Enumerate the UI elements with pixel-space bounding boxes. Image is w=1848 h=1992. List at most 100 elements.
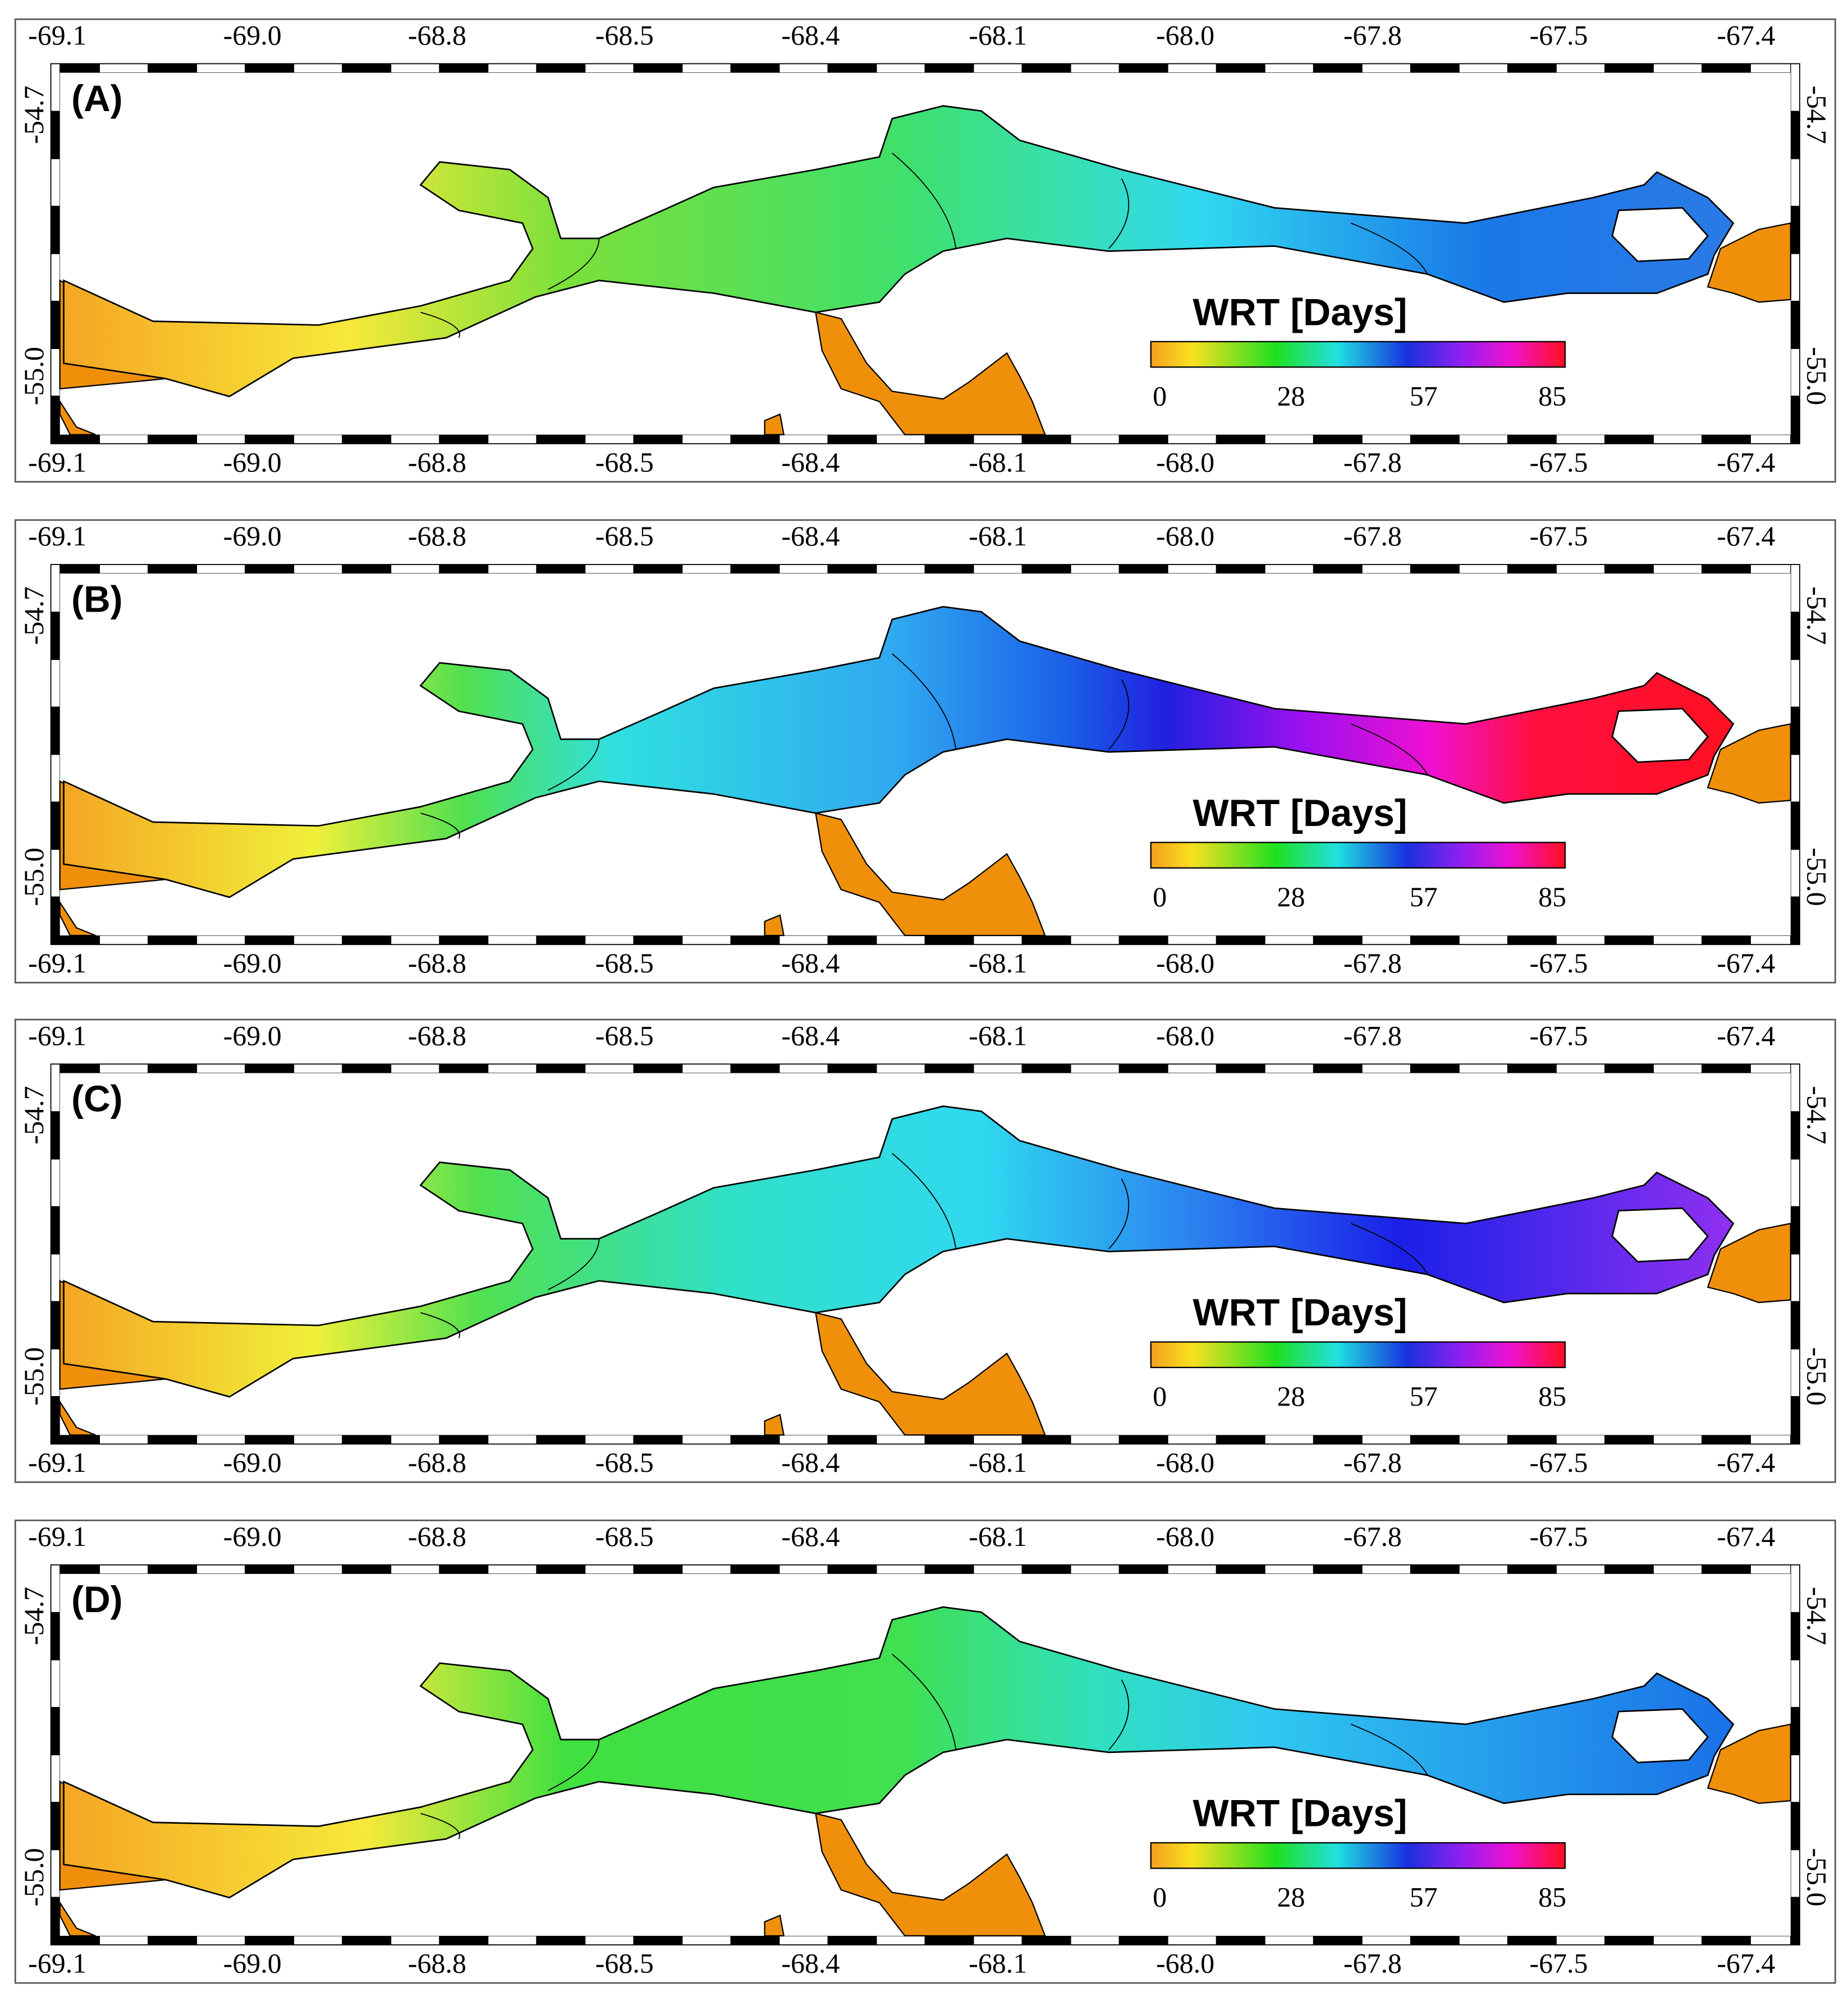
- x-tick-label: -69.1: [28, 947, 86, 979]
- frame-band: [536, 1564, 586, 1575]
- x-tick-label: -68.0: [1156, 520, 1214, 552]
- frame-band: [536, 1063, 586, 1074]
- frame-band: [1702, 1564, 1751, 1575]
- frame-band: [439, 63, 489, 74]
- x-tick-label: -69.0: [223, 947, 282, 979]
- frame-band: [390, 434, 440, 444]
- frame-band: [730, 63, 780, 74]
- frame-band: [1313, 564, 1363, 574]
- frame-band: [1702, 935, 1751, 945]
- colorbar-tick-label: 85: [1538, 881, 1566, 912]
- x-tick-label: -67.4: [1717, 1521, 1775, 1552]
- frame-band: [584, 935, 634, 945]
- x-tick-label: -69.1: [28, 1521, 86, 1552]
- colorbar-tick-label: 28: [1277, 881, 1305, 912]
- frame-band: [1459, 434, 1508, 444]
- frame-band: [1264, 434, 1314, 444]
- frame-band: [1653, 564, 1703, 574]
- x-tick-label: -68.8: [408, 1521, 466, 1552]
- x-tick-label: -67.4: [1717, 446, 1775, 478]
- panel-label: (B): [71, 578, 122, 619]
- frame-band: [924, 935, 974, 945]
- contour: [892, 1153, 957, 1249]
- land: [764, 1311, 1046, 1436]
- x-tick-label: -68.1: [969, 1020, 1027, 1051]
- frame-band: [1790, 564, 1800, 613]
- frame-band: [827, 564, 877, 574]
- x-tick-label: -69.1: [28, 1020, 86, 1051]
- frame-band: [51, 1063, 61, 1112]
- frame-band: [1021, 564, 1071, 574]
- panel-label: (D): [71, 1578, 122, 1620]
- frame-band: [682, 1935, 731, 1945]
- frame-band: [51, 301, 61, 349]
- frame-band: [390, 63, 440, 74]
- frame-band: [1790, 1897, 1800, 1945]
- frame-band: [390, 1564, 440, 1575]
- frame-band: [51, 1254, 61, 1302]
- frame-band: [342, 63, 392, 74]
- frame-band: [1070, 63, 1120, 74]
- x-tick-label: -68.8: [408, 446, 466, 478]
- y-tick-label: -55.0: [1801, 347, 1832, 405]
- frame-band: [1118, 935, 1168, 945]
- x-tick-label: -67.5: [1529, 20, 1588, 51]
- frame-band: [293, 935, 343, 945]
- frame-band: [245, 935, 295, 945]
- x-tick-label: -68.8: [408, 1020, 466, 1051]
- frame-band: [342, 1063, 392, 1074]
- frame-band: [1118, 1564, 1168, 1575]
- frame-band: [730, 564, 780, 574]
- contour: [1108, 178, 1130, 249]
- frame-band: [1556, 564, 1606, 574]
- x-tick-label: -68.4: [781, 1521, 840, 1552]
- frame-band: [1459, 1935, 1508, 1945]
- colorbar: [1150, 842, 1566, 869]
- frame-band: [1507, 1063, 1557, 1074]
- frame-band: [1556, 1935, 1606, 1945]
- y-tick-label: -54.7: [18, 86, 49, 144]
- panel-label: (A): [71, 77, 122, 119]
- frame-band: [682, 935, 731, 945]
- frame-band: [51, 1612, 61, 1660]
- x-tick-label: -68.4: [781, 1020, 840, 1051]
- frame-band: [1790, 1396, 1800, 1444]
- frame-band: [1118, 1434, 1168, 1444]
- frame-band: [633, 564, 683, 574]
- frame-band: [1790, 253, 1800, 302]
- frame-band: [536, 1434, 586, 1444]
- contour: [1350, 1223, 1428, 1275]
- frame-band: [1702, 1434, 1751, 1444]
- frame-band: [1264, 1434, 1314, 1444]
- frame-band: [1604, 564, 1654, 574]
- frame-band: [827, 434, 877, 444]
- frame-band: [1702, 434, 1751, 444]
- colorbar-tick-label: 57: [1410, 1380, 1438, 1412]
- frame-band: [245, 434, 295, 444]
- frame-band: [51, 659, 61, 708]
- frame-band: [584, 1434, 634, 1444]
- colorbar-tick-label: 57: [1410, 380, 1438, 411]
- frame-band: [730, 1935, 780, 1945]
- contour: [548, 1238, 600, 1291]
- frame-band: [390, 1063, 440, 1074]
- water-field: [63, 105, 1735, 397]
- x-tick-label: -67.8: [1343, 947, 1402, 979]
- x-tick-label: -68.0: [1156, 446, 1214, 478]
- frame-band: [1556, 1434, 1606, 1444]
- x-tick-label: -68.5: [595, 1521, 654, 1552]
- frame-band: [1556, 63, 1606, 74]
- colorbar-tick-label: 28: [1277, 380, 1305, 411]
- frame-band: [148, 434, 198, 444]
- x-tick-label: -69.0: [223, 1020, 282, 1051]
- x-tick-label: -68.1: [969, 1521, 1027, 1552]
- x-tick-label: -67.5: [1529, 1447, 1588, 1478]
- frame-band: [1264, 63, 1314, 74]
- frame-band: [1556, 434, 1606, 444]
- frame-band: [924, 564, 974, 574]
- frame-band: [245, 564, 295, 574]
- contour: [548, 739, 600, 791]
- frame-band: [439, 434, 489, 444]
- map-panel: -69.1 -69.1 -69.0 -69.0 -68.8 -68.8 -68.5 -68.5…: [14, 1520, 1836, 1984]
- frame-band: [779, 564, 828, 574]
